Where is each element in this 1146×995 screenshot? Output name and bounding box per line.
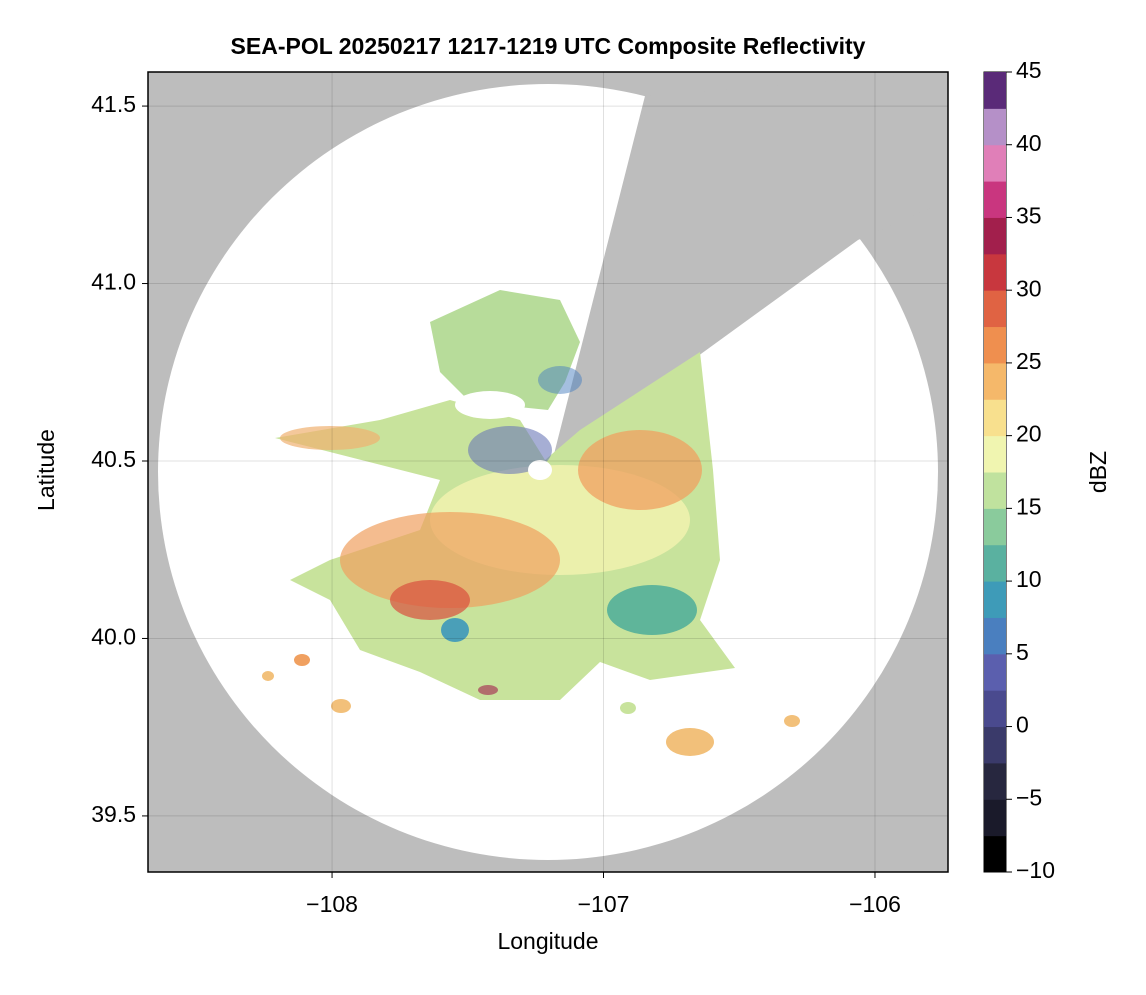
colorbar-tick-label: 25 <box>1016 348 1042 374</box>
colorbar-tick-label: 40 <box>1016 130 1042 156</box>
colorbar-tick-label: 5 <box>1016 639 1029 665</box>
colorbar-tick-label: −10 <box>1016 857 1055 883</box>
radar-field <box>148 72 948 872</box>
colorbar-bin <box>984 435 1006 473</box>
colorbar-bin <box>984 581 1006 618</box>
colorbar-label: dBZ <box>1085 451 1111 493</box>
chart-title: SEA-POL 20250217 1217-1219 UTC Composite… <box>231 33 866 59</box>
y-tick-label: 39.5 <box>91 801 136 827</box>
x-axis-label: Longitude <box>497 928 598 954</box>
echoes <box>262 290 800 756</box>
blocked-sector <box>552 72 948 462</box>
colorbar-bin <box>984 726 1006 764</box>
y-tick-label: 40.0 <box>91 624 136 650</box>
colorbar-bin <box>984 508 1006 546</box>
y-tick-label: 40.5 <box>91 446 136 472</box>
colorbar-bin <box>984 362 1006 400</box>
colorbar-tick-label: 35 <box>1016 203 1042 229</box>
colorbar-bin <box>984 690 1006 728</box>
colorbar-tick-label: 15 <box>1016 493 1042 519</box>
colorbar-tick-label: 10 <box>1016 566 1042 592</box>
x-tick-label: −108 <box>306 891 358 917</box>
colorbar-bin <box>984 472 1006 509</box>
colorbar-bin <box>984 544 1006 582</box>
colorbar-bin <box>984 144 1006 182</box>
colorbar-tick-label: 45 <box>1016 57 1042 83</box>
colorbar-bin <box>984 290 1006 328</box>
colorbar-bin <box>984 108 1006 146</box>
colorbar-tick-label: 30 <box>1016 275 1042 301</box>
colorbar-bin <box>984 217 1006 255</box>
colorbar-bin <box>984 653 1006 691</box>
y-tick-label: 41.0 <box>91 269 136 295</box>
colorbar-bin <box>984 617 1006 655</box>
plot-frame <box>147 71 949 873</box>
y-tick-label: 41.5 <box>91 91 136 117</box>
colorbar-tick-label: 20 <box>1016 421 1042 447</box>
colorbar-bin <box>984 799 1006 837</box>
colorbar-bin <box>984 181 1006 218</box>
colorbar-tick-label: 0 <box>1016 712 1029 738</box>
x-tick-label: −106 <box>849 891 901 917</box>
colorbar-bin <box>984 762 1006 800</box>
y-axis-label: Latitude <box>33 429 59 511</box>
colorbar-bin <box>984 835 1006 873</box>
colorbar-tick-label: −5 <box>1016 784 1042 810</box>
colorbar-bin <box>984 326 1006 364</box>
colorbar-bin <box>984 399 1006 437</box>
colorbar-bin <box>984 253 1006 291</box>
colorbar-bin <box>984 72 1006 109</box>
x-tick-label: −107 <box>578 891 630 917</box>
